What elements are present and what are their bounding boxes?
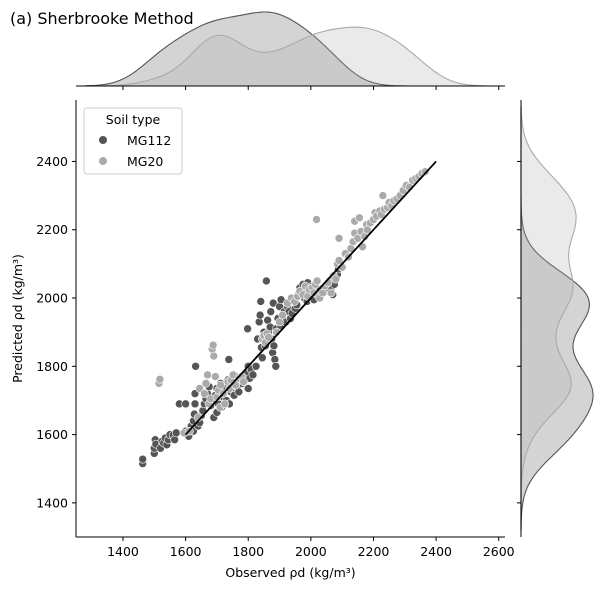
x-axis-label: Observed ρd (kg/m³) xyxy=(225,565,355,580)
point-mg112 xyxy=(266,307,276,316)
point-mg112 xyxy=(262,276,271,286)
top-density-mg20 xyxy=(85,26,487,87)
point-mg20 xyxy=(220,399,230,409)
point-mg112 xyxy=(271,361,281,371)
y-tick-label: 1800 xyxy=(36,359,68,374)
chart-title: (a) Sherbrooke Method xyxy=(10,9,194,28)
point-mg112 xyxy=(243,384,253,393)
top-marginal-ticks xyxy=(122,86,500,90)
x-tick-label: 2000 xyxy=(295,544,327,559)
point-mg112 xyxy=(190,399,200,409)
y-tick-label: 1600 xyxy=(36,427,68,442)
point-mg20 xyxy=(312,215,321,224)
point-mg112 xyxy=(258,353,267,363)
point-mg112 xyxy=(243,324,252,334)
point-mg20 xyxy=(200,389,209,398)
x-tick-label: 2200 xyxy=(358,544,390,559)
point-mg20 xyxy=(312,276,322,286)
x-tick-label: 1800 xyxy=(232,544,264,559)
point-mg20 xyxy=(278,310,287,320)
point-mg112 xyxy=(224,355,234,364)
scatter-points xyxy=(138,167,430,468)
point-mg20 xyxy=(309,288,319,298)
y-tick-label: 2400 xyxy=(36,154,68,169)
x-tick-label: 1600 xyxy=(170,544,202,559)
point-mg20 xyxy=(209,351,219,361)
point-mg20 xyxy=(334,233,344,243)
point-mg20 xyxy=(208,340,218,350)
fit-line xyxy=(184,160,437,436)
point-mg112 xyxy=(269,341,279,351)
legend-label-mg20: MG20 xyxy=(127,154,163,169)
point-mg20 xyxy=(331,274,341,284)
x-tick-label: 2400 xyxy=(420,544,452,559)
right-marginal-density xyxy=(517,100,594,537)
point-mg112 xyxy=(191,361,200,371)
point-mg112 xyxy=(171,428,181,438)
legend-frame xyxy=(83,107,183,175)
y-axis-label: Predicted ρd (kg/m³) xyxy=(10,254,25,383)
legend-title: Soil type xyxy=(106,112,161,127)
y-tick-label: 2200 xyxy=(36,222,68,237)
point-mg112 xyxy=(248,370,258,380)
point-mg112 xyxy=(256,297,266,306)
x-tick-label: 2600 xyxy=(483,544,515,559)
right-density-mg20 xyxy=(520,106,577,531)
point-mg20 xyxy=(334,256,344,265)
y-tick-label: 1400 xyxy=(36,495,68,510)
top-marginal-density xyxy=(76,11,505,90)
main-axes: 1400 1600 1800 2000 2200 2400 2600 1400 1600 180… xyxy=(36,100,515,559)
point-mg112 xyxy=(251,361,261,371)
point-mg112 xyxy=(255,310,265,320)
point-mg20 xyxy=(155,374,165,384)
y-axis-ticks: 1400 1600 1800 2000 2200 2400 xyxy=(36,154,76,510)
x-tick-label: 1400 xyxy=(107,544,139,559)
point-mg20 xyxy=(211,372,220,381)
point-mg20 xyxy=(216,380,225,390)
point-mg20 xyxy=(201,379,211,388)
point-mg20 xyxy=(203,370,212,380)
legend-label-mg112: MG112 xyxy=(127,133,171,148)
point-mg20 xyxy=(326,288,336,298)
point-mg112 xyxy=(181,399,190,409)
point-mg112 xyxy=(138,454,147,464)
legend: Soil type MG112 MG20 xyxy=(83,107,183,175)
point-mg20 xyxy=(264,332,273,342)
point-mg20 xyxy=(355,213,364,223)
legend-marker-mg20 xyxy=(99,157,107,165)
point-mg20 xyxy=(239,377,248,386)
y-tick-label: 2000 xyxy=(36,291,68,306)
point-mg20 xyxy=(378,191,388,200)
x-axis-ticks: 1400 1600 1800 2000 2200 2400 2600 xyxy=(107,537,515,559)
point-mg20 xyxy=(420,167,430,176)
legend-marker-mg112 xyxy=(99,136,107,144)
right-marginal-ticks xyxy=(517,160,521,504)
